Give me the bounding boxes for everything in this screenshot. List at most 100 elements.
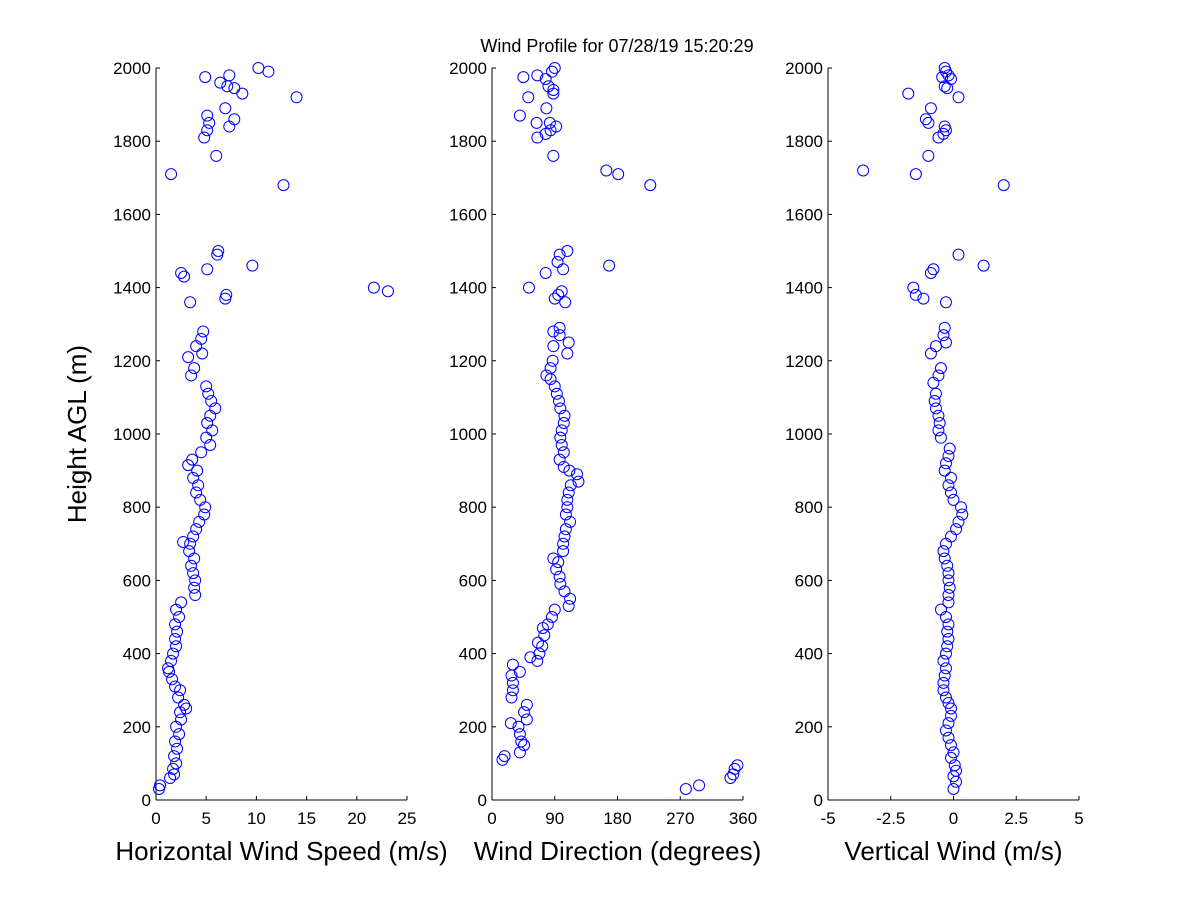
data-point [857,164,870,177]
data-point [164,772,177,785]
y-tick-label: 0 [142,791,151,810]
y-tick-label: 600 [795,571,823,590]
data-point [169,632,182,645]
y-tick-label: 800 [795,498,823,517]
y-tick-label: 1400 [113,279,151,298]
data-point [553,570,566,583]
data-point [547,325,560,338]
data-point [557,446,570,459]
data-point [154,779,167,792]
data-point [942,596,955,609]
data-point [214,76,227,89]
data-point [178,270,191,283]
data-point [728,762,741,775]
data-point [219,102,232,115]
data-point [171,742,184,755]
data-point [175,596,188,609]
data-point [551,255,564,268]
data-point [924,266,937,279]
y-tick-label: 800 [459,498,487,517]
y-tick-label: 1200 [785,352,823,371]
data-point [554,402,567,415]
data-point [938,120,951,133]
data-point [183,545,196,558]
x-tick-label: 5 [201,809,210,828]
data-point [956,508,969,521]
y-tick-label: 400 [123,645,151,664]
data-point [188,581,201,594]
panel-horizontal-wind-speed: 0 200 400 600 800 1000 1200 1400 1600 1800 2000 0 5 1… [62,59,448,866]
data-point [531,131,544,144]
data-point [552,556,565,569]
y-tick-label: 400 [459,645,487,664]
data-point [548,292,561,305]
y-tick-label: 0 [478,791,487,810]
y-tick-label: 2000 [113,59,151,78]
data-point [679,783,692,796]
data-point [513,728,526,741]
data-point [947,783,960,796]
data-point [928,395,941,408]
data-point [917,292,930,305]
data-point [938,321,951,334]
data-point [952,515,965,528]
x-tick-label: 20 [347,809,366,828]
data-point [513,109,526,122]
data-point [552,288,565,301]
y-tick-label: 600 [123,571,151,590]
data-point [929,402,942,415]
data-point [544,362,557,375]
data-point [558,585,571,598]
data-point [531,654,544,667]
data-point [221,80,234,93]
x-tick-label: 270 [666,809,694,828]
data-point [219,292,232,305]
data-point [559,296,572,309]
data-point [543,116,556,129]
data-point [952,248,965,261]
y-tick-label: 1000 [113,425,151,444]
data-point [932,369,945,382]
data-point [187,567,200,580]
data-point [934,362,947,375]
x-tick-label: 0 [151,809,160,828]
data-point [175,266,188,279]
data-point [522,91,535,104]
x-tick-label: 360 [729,809,757,828]
data-point [195,332,208,345]
data-point [559,508,572,521]
data-point [553,321,566,334]
data-point [177,535,190,548]
data-point [948,759,961,772]
data-point [189,574,202,587]
data-point [942,479,955,492]
data-point [174,706,187,719]
data-point [977,259,990,272]
data-point [532,636,545,649]
data-point [944,702,957,715]
y-tick-label: 800 [123,498,151,517]
data-point [555,438,568,451]
data-point [540,369,553,382]
data-point [557,460,570,473]
data-point [557,537,570,550]
y-tick-label: 1800 [113,132,151,151]
data-point [220,288,233,301]
data-point [939,647,952,660]
data-point [557,417,570,430]
data-point [927,263,940,276]
data-point [191,464,204,477]
data-point [204,438,217,451]
data-point [939,724,952,737]
data-point [518,706,531,719]
figure-title: Wind Profile for 07/28/19 15:20:29 [480,36,753,56]
data-point [202,387,215,400]
data-point [538,629,551,642]
data-point [924,347,937,360]
data-point [952,91,965,104]
data-point [932,424,945,437]
data-point [942,69,955,82]
data-point [185,369,198,382]
data-point [942,574,955,587]
data-point [199,71,212,84]
